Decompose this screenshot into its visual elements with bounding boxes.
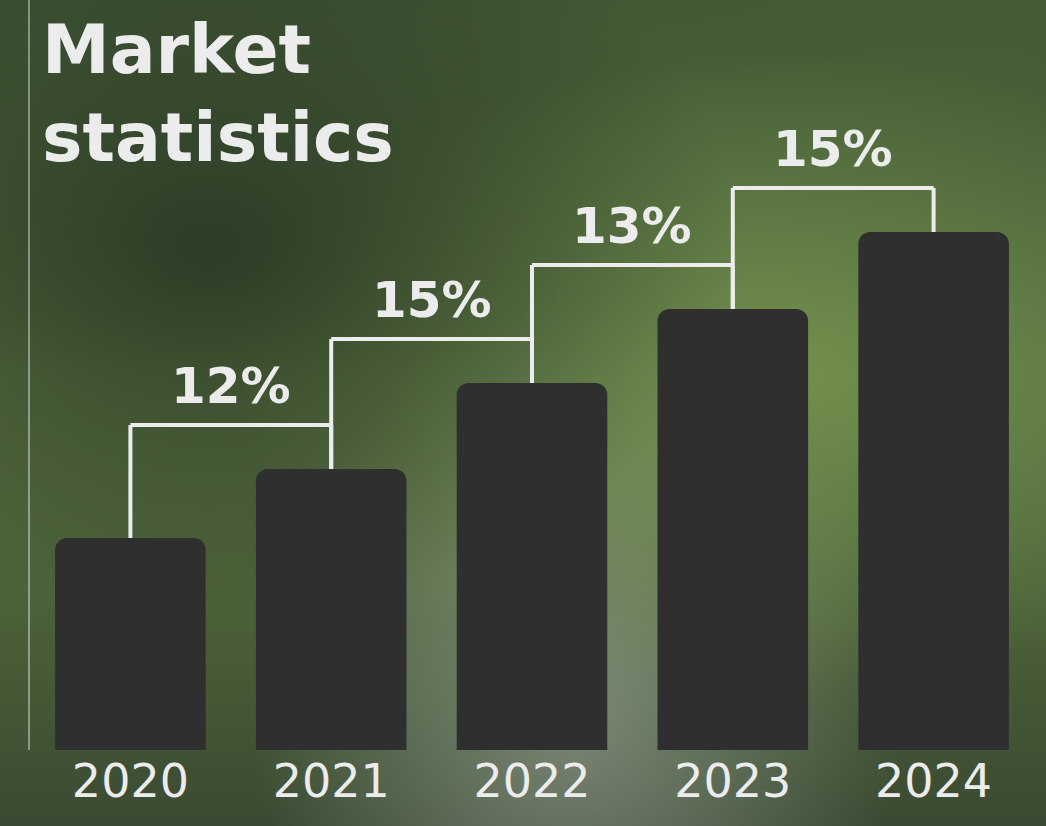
svg-text:15%: 15% [372,271,492,329]
svg-text:Marketstatistics: Marketstatistics [42,10,394,177]
svg-text:2024: 2024 [875,754,992,808]
svg-text:2023: 2023 [674,754,791,808]
svg-text:15%: 15% [773,120,893,178]
svg-text:12%: 12% [171,357,291,415]
svg-text:2021: 2021 [273,754,390,808]
svg-text:2022: 2022 [473,754,590,808]
svg-text:2020: 2020 [72,754,189,808]
svg-text:13%: 13% [572,197,692,255]
